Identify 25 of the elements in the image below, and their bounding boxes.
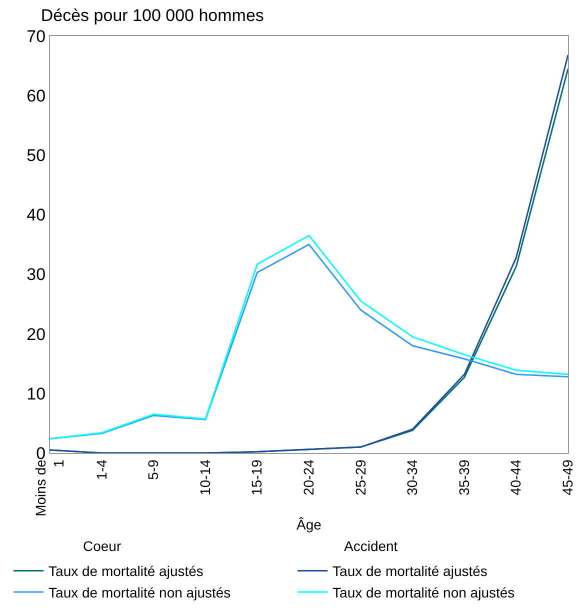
y-tick-label: 20 xyxy=(26,324,46,344)
x-axis-title: Âge xyxy=(296,516,322,533)
x-tick-label: 40-44 xyxy=(508,459,524,496)
y-tick-label: 40 xyxy=(26,206,46,225)
x-tick-label: 20-24 xyxy=(300,459,317,496)
y-tick-label: 30 xyxy=(26,265,46,284)
x-tick-label: 35-39 xyxy=(456,459,472,496)
chart-title: Décès pour 100 000 hommes xyxy=(40,6,264,26)
y-tick-label: 70 xyxy=(26,26,46,46)
y-tick-label: 10 xyxy=(26,384,46,404)
x-tick-label: 1-4 xyxy=(93,459,110,480)
text: Accident xyxy=(344,538,398,554)
text: Coeur xyxy=(83,538,122,554)
x-tick-label: 45-49 xyxy=(560,459,576,496)
legend-label: Taux de mortalité non ajustés xyxy=(332,584,515,600)
x-tick-label: 25-29 xyxy=(352,459,368,496)
legend-label: Taux de mortalité non ajustés xyxy=(48,584,231,600)
legend-label: Taux de mortalité ajustés xyxy=(332,563,488,580)
x-tick-label: 5-9 xyxy=(145,459,162,480)
y-tick-label: 60 xyxy=(26,86,46,106)
y-tick-label: 50 xyxy=(26,146,46,166)
x-tick-label: 10-14 xyxy=(196,459,213,496)
x-tick-label: 30-34 xyxy=(404,459,420,496)
x-tick-label: 15-19 xyxy=(248,459,265,496)
legend-label: Taux de mortalité ajustés xyxy=(48,563,204,580)
